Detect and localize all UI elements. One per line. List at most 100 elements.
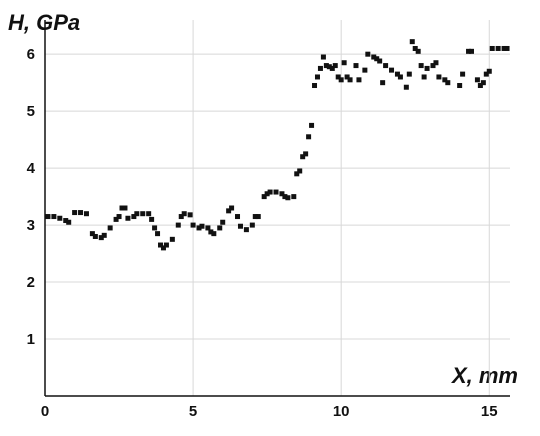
point — [98, 235, 104, 241]
point — [66, 219, 72, 225]
point — [347, 77, 353, 83]
point — [377, 58, 383, 64]
point — [217, 225, 223, 231]
y-tick-label: 1 — [27, 331, 35, 348]
point — [371, 54, 377, 60]
point — [365, 51, 371, 57]
point — [445, 80, 451, 86]
point — [199, 223, 205, 229]
point — [107, 225, 113, 231]
point — [255, 214, 261, 220]
point — [63, 218, 69, 224]
point — [406, 71, 412, 77]
point — [495, 45, 501, 51]
point — [282, 194, 288, 200]
point — [466, 48, 472, 54]
y-tick-label: 6 — [27, 46, 35, 63]
point — [418, 63, 424, 69]
point — [264, 191, 270, 197]
point — [152, 225, 158, 231]
point — [436, 74, 442, 80]
point — [326, 64, 332, 70]
point — [196, 225, 202, 231]
point — [306, 134, 312, 140]
point — [45, 214, 51, 220]
point — [160, 245, 166, 251]
point — [83, 211, 89, 217]
point — [415, 48, 421, 54]
x-tick-label: 10 — [333, 403, 350, 420]
point — [504, 45, 510, 51]
point — [335, 74, 341, 80]
point — [344, 74, 350, 80]
point — [356, 77, 362, 83]
point — [374, 56, 380, 62]
point — [389, 67, 395, 73]
y-tick-label: 4 — [27, 160, 36, 177]
point — [303, 151, 309, 157]
point — [169, 236, 175, 242]
point — [314, 74, 320, 80]
y-tick-label: 5 — [27, 103, 35, 120]
point — [267, 189, 273, 195]
point — [279, 191, 285, 197]
x-tick-label: 0 — [41, 403, 49, 420]
y-tick-label: 2 — [27, 274, 35, 291]
point — [353, 63, 359, 69]
point — [134, 211, 140, 217]
point — [309, 122, 315, 128]
point — [297, 168, 303, 174]
point — [338, 77, 344, 83]
point — [78, 210, 84, 216]
point — [468, 48, 474, 54]
point — [341, 60, 347, 66]
point — [394, 71, 400, 77]
point — [477, 83, 483, 89]
point — [131, 214, 137, 220]
point — [187, 212, 193, 218]
point — [92, 233, 98, 239]
point — [480, 80, 486, 86]
point — [501, 45, 507, 51]
point — [285, 195, 291, 201]
point — [412, 45, 418, 51]
point — [125, 215, 131, 221]
point — [181, 211, 187, 217]
x-axis-title: X, mm — [450, 363, 518, 388]
point — [101, 232, 107, 238]
point — [146, 211, 152, 217]
point — [474, 77, 480, 83]
point — [51, 214, 57, 220]
point — [57, 215, 63, 221]
point — [300, 154, 306, 160]
point — [483, 71, 489, 77]
point — [489, 45, 495, 51]
point — [119, 205, 125, 211]
point — [178, 214, 184, 220]
point — [226, 208, 232, 214]
point — [362, 67, 368, 73]
point — [229, 205, 235, 211]
point — [332, 63, 338, 69]
point — [421, 74, 427, 80]
point — [486, 68, 492, 74]
point — [140, 211, 146, 217]
point — [261, 194, 267, 200]
point — [220, 219, 226, 225]
point — [155, 231, 161, 237]
point — [403, 84, 409, 90]
point — [409, 39, 415, 45]
point — [252, 214, 258, 220]
point — [72, 210, 78, 216]
y-tick-label: 3 — [27, 217, 35, 234]
point — [211, 231, 217, 237]
point — [323, 63, 329, 69]
point — [237, 223, 243, 229]
point — [208, 229, 214, 235]
point — [433, 60, 439, 66]
point — [383, 63, 389, 69]
point — [149, 216, 155, 222]
point — [158, 242, 164, 248]
point — [460, 71, 466, 77]
